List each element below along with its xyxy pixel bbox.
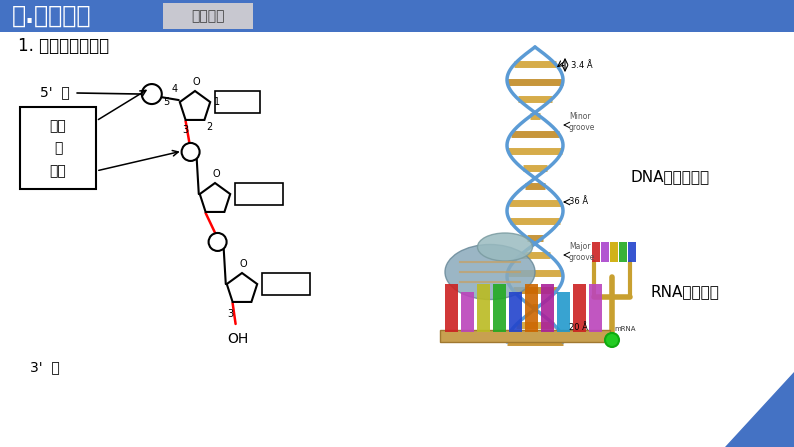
Bar [493, 284, 506, 332]
Text: 5'  端: 5' 端 [40, 85, 70, 99]
Bar [235, 183, 283, 205]
FancyBboxPatch shape [440, 330, 610, 342]
Text: OH: OH [227, 332, 249, 346]
Text: Minor
groove: Minor groove [569, 112, 596, 132]
Circle shape [142, 84, 162, 104]
Bar [20, 107, 96, 189]
Text: mRNA: mRNA [614, 326, 635, 332]
Circle shape [209, 233, 226, 251]
Bar [461, 292, 474, 332]
Polygon shape [725, 372, 794, 447]
Text: 二: 二 [54, 141, 62, 155]
Text: 2: 2 [206, 122, 213, 132]
Bar [619, 242, 627, 262]
Bar [477, 284, 490, 332]
Bar [573, 284, 586, 332]
Bar [628, 242, 636, 262]
Text: O: O [239, 259, 247, 269]
Bar [445, 284, 458, 332]
Bar [610, 242, 618, 262]
Bar [541, 284, 554, 332]
Circle shape [182, 143, 199, 161]
Text: RNA单链结构: RNA单链结构 [650, 284, 719, 299]
Text: 1: 1 [214, 97, 221, 107]
Bar [557, 292, 570, 332]
Text: 磷酸: 磷酸 [49, 119, 67, 133]
Text: 必备知识: 必备知识 [191, 9, 225, 23]
Text: O: O [192, 77, 200, 87]
Ellipse shape [445, 245, 535, 299]
Text: 5: 5 [164, 97, 170, 107]
Bar [601, 242, 609, 262]
Text: 1. 核酸的结构层次: 1. 核酸的结构层次 [18, 37, 109, 55]
Text: 3'  端: 3' 端 [30, 360, 60, 374]
Text: 3: 3 [183, 125, 189, 135]
Circle shape [605, 333, 619, 347]
Bar [592, 242, 600, 262]
Text: 36 Å: 36 Å [569, 198, 588, 207]
Bar [589, 284, 602, 332]
Text: 3.4 Å: 3.4 Å [571, 60, 592, 69]
Bar [525, 284, 538, 332]
Bar [0, 0, 794, 32]
Bar [215, 91, 260, 113]
Bar [262, 273, 310, 295]
Text: 20 Å: 20 Å [569, 322, 588, 332]
Text: 3: 3 [228, 309, 233, 319]
Text: DNA双螺旋结构: DNA双螺旋结构 [630, 169, 709, 185]
Text: 4: 4 [172, 84, 178, 94]
Text: 一.知识梳理: 一.知识梳理 [12, 4, 91, 28]
Ellipse shape [477, 233, 533, 261]
Bar [509, 292, 522, 332]
Bar [163, 3, 253, 29]
Text: Major
groove: Major groove [569, 242, 596, 261]
Text: O: O [212, 169, 220, 179]
Text: 酯键: 酯键 [49, 164, 67, 178]
